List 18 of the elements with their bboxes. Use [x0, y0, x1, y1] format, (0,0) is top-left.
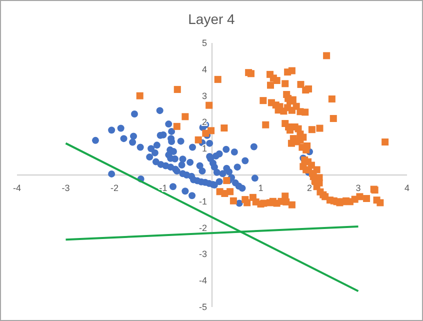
x-tick-label: 2: [306, 183, 312, 193]
x-tick-label: 3: [356, 183, 361, 193]
x-tick-label: -3: [62, 183, 70, 193]
y-tick-label: 3: [202, 90, 207, 101]
y-tick-label: 5: [202, 38, 207, 48]
y-tick-label: -4: [198, 276, 207, 286]
x-tick-label: 4: [404, 183, 410, 193]
y-tick-label: -1: [198, 196, 207, 206]
y-tick-label: 4: [202, 64, 207, 74]
x-tick-label: 1: [258, 183, 264, 193]
chart-title: Layer 4: [188, 11, 236, 27]
x-tick-label: -2: [110, 183, 119, 193]
y-tick-label: -5: [198, 302, 207, 312]
y-tick-label: -3: [198, 249, 207, 260]
x-tick-label: -1: [159, 183, 168, 193]
y-tick-label: -2: [198, 222, 207, 233]
y-tick-label: 1: [202, 144, 207, 154]
x-tick-label: -4: [12, 183, 22, 193]
